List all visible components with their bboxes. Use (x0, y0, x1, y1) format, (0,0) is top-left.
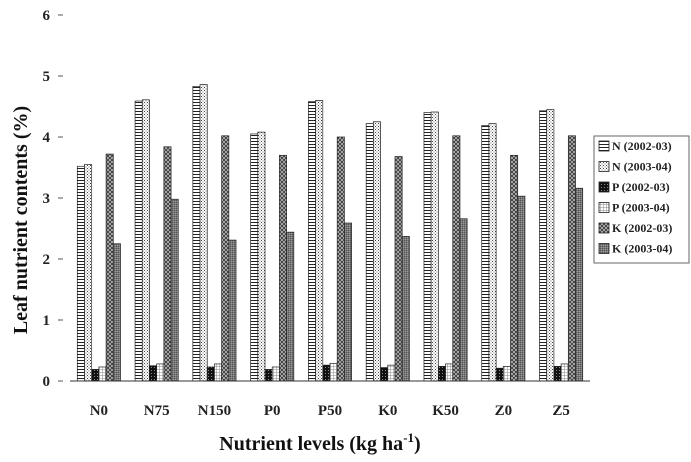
bar-k0-series-0 (365, 123, 374, 382)
y-tick-label: 6 (43, 8, 51, 24)
bar-p0-series-3 (271, 366, 280, 382)
bar-p50-series-4 (336, 136, 345, 382)
bar-n75-series-2 (149, 365, 158, 382)
bar-n75-series-4 (163, 146, 172, 382)
x-tick-label: K50 (432, 403, 459, 419)
bar-z0-series-0 (481, 125, 490, 382)
bar-z5-series-2 (553, 366, 562, 382)
bar-z0-series-4 (510, 154, 519, 382)
bar-n150-series-3 (214, 363, 222, 382)
bar-z5-series-3 (560, 363, 569, 382)
legend-swatch (598, 202, 610, 213)
bar-k50-series-0 (423, 112, 432, 382)
legend-swatch (598, 161, 610, 172)
bar-k0-series-1 (373, 121, 381, 382)
x-axis-title-tail: ) (414, 433, 421, 455)
y-tick-label: 5 (43, 69, 51, 85)
x-tick-label: P0 (264, 403, 281, 419)
bar-k0-series-5 (401, 236, 410, 382)
bar-p0-series-1 (257, 131, 266, 382)
legend-label: K (2003-04) (612, 242, 672, 256)
bar-n0-series-0 (76, 165, 85, 382)
bar-k50-series-2 (438, 366, 446, 382)
y-tick-label: 4 (43, 130, 51, 146)
x-axis-title: Nutrient levels (kg ha-1) (219, 430, 420, 455)
bar-n150-series-4 (221, 135, 230, 382)
bar-n0-series-4 (105, 153, 114, 382)
bar-n150-series-2 (206, 366, 215, 382)
bar-z0-series-1 (488, 123, 497, 382)
legend-label: N (2003-04) (612, 160, 672, 174)
bar-z5-series-5 (575, 187, 584, 382)
x-tick-label: N75 (144, 403, 170, 419)
legend-border (593, 135, 690, 264)
bar-n0-series-2 (91, 369, 100, 382)
bar-k50-series-1 (430, 111, 439, 382)
x-tick-label: N0 (90, 403, 108, 419)
bar-k50-series-3 (445, 363, 454, 382)
x-tick-label: Z0 (495, 403, 513, 419)
legend: N (2002-03) N (2003-04) P (2002-03) P (2003… (593, 135, 690, 264)
x-tick-label: K0 (378, 403, 397, 419)
x-axis-labels: N0 N75 N150 P0 P50 K0 K50 Z0 Z5 (90, 403, 570, 419)
bars-layer (76, 84, 584, 382)
x-axis-title-main: Nutrient levels (kg ha (219, 433, 403, 455)
bar-n150-series-1 (199, 84, 208, 382)
bar-p0-series-0 (250, 133, 259, 382)
bar-n150-series-5 (228, 239, 237, 382)
bar-z5-series-0 (539, 110, 548, 382)
bar-p50-series-5 (344, 222, 352, 382)
legend-swatch (598, 181, 610, 193)
y-axis-title: Leaf nutrient contents (%) (10, 106, 32, 334)
legend-swatch (598, 140, 610, 152)
x-tick-label: P50 (318, 403, 342, 419)
bar-z5-series-1 (546, 109, 555, 382)
legend-label: P (2003-04) (612, 201, 670, 215)
bar-z5-series-4 (567, 135, 576, 382)
x-tick-label: N150 (198, 403, 231, 419)
bar-n75-series-0 (134, 100, 143, 382)
bar-n0-series-1 (84, 164, 93, 382)
bar-z0-series-5 (517, 195, 526, 382)
legend-label: N (2002-03) (612, 139, 672, 153)
x-tick-label: Z5 (552, 403, 570, 419)
bar-n75-series-5 (170, 198, 179, 382)
bar-p0-series-5 (286, 231, 295, 382)
x-axis-title-superscript: -1 (403, 430, 414, 445)
bar-n150-series-0 (192, 86, 201, 382)
legend-swatch (598, 243, 610, 254)
y-tick-label: 3 (43, 191, 51, 207)
bar-p50-series-2 (322, 364, 331, 382)
y-axis-ticks: 0 1 2 3 4 5 6 (43, 8, 63, 390)
bar-n0-series-5 (112, 243, 121, 382)
y-tick-label: 0 (43, 374, 51, 390)
bar-p50-series-3 (329, 362, 338, 382)
bar-k0-series-4 (394, 156, 403, 382)
legend-swatch (598, 222, 610, 234)
bar-k50-series-5 (459, 218, 468, 382)
legend-label: P (2002-03) (612, 180, 670, 194)
bar-n75-series-3 (156, 363, 165, 382)
bar-k0-series-3 (387, 364, 396, 382)
y-tick-label: 2 (43, 252, 51, 268)
bar-p50-series-1 (315, 100, 324, 382)
bar-n75-series-1 (141, 99, 150, 382)
bar-p50-series-0 (308, 101, 316, 382)
bar-n0-series-3 (98, 366, 107, 382)
y-tick-label: 1 (43, 313, 51, 329)
bar-k0-series-2 (380, 367, 389, 382)
bar-z0-series-2 (495, 367, 504, 382)
bar-p0-series-2 (264, 369, 273, 382)
bar-k50-series-4 (452, 135, 461, 382)
bar-z0-series-3 (502, 366, 511, 382)
bar-p0-series-4 (279, 154, 287, 382)
legend-label: K (2002-03) (612, 221, 672, 235)
